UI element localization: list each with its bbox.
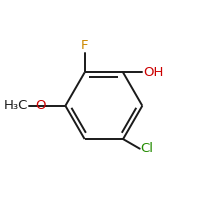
Text: H₃C: H₃C bbox=[4, 99, 28, 112]
Text: Cl: Cl bbox=[141, 142, 154, 155]
Text: F: F bbox=[81, 39, 88, 52]
Text: OH: OH bbox=[143, 66, 164, 79]
Text: O: O bbox=[35, 99, 46, 112]
